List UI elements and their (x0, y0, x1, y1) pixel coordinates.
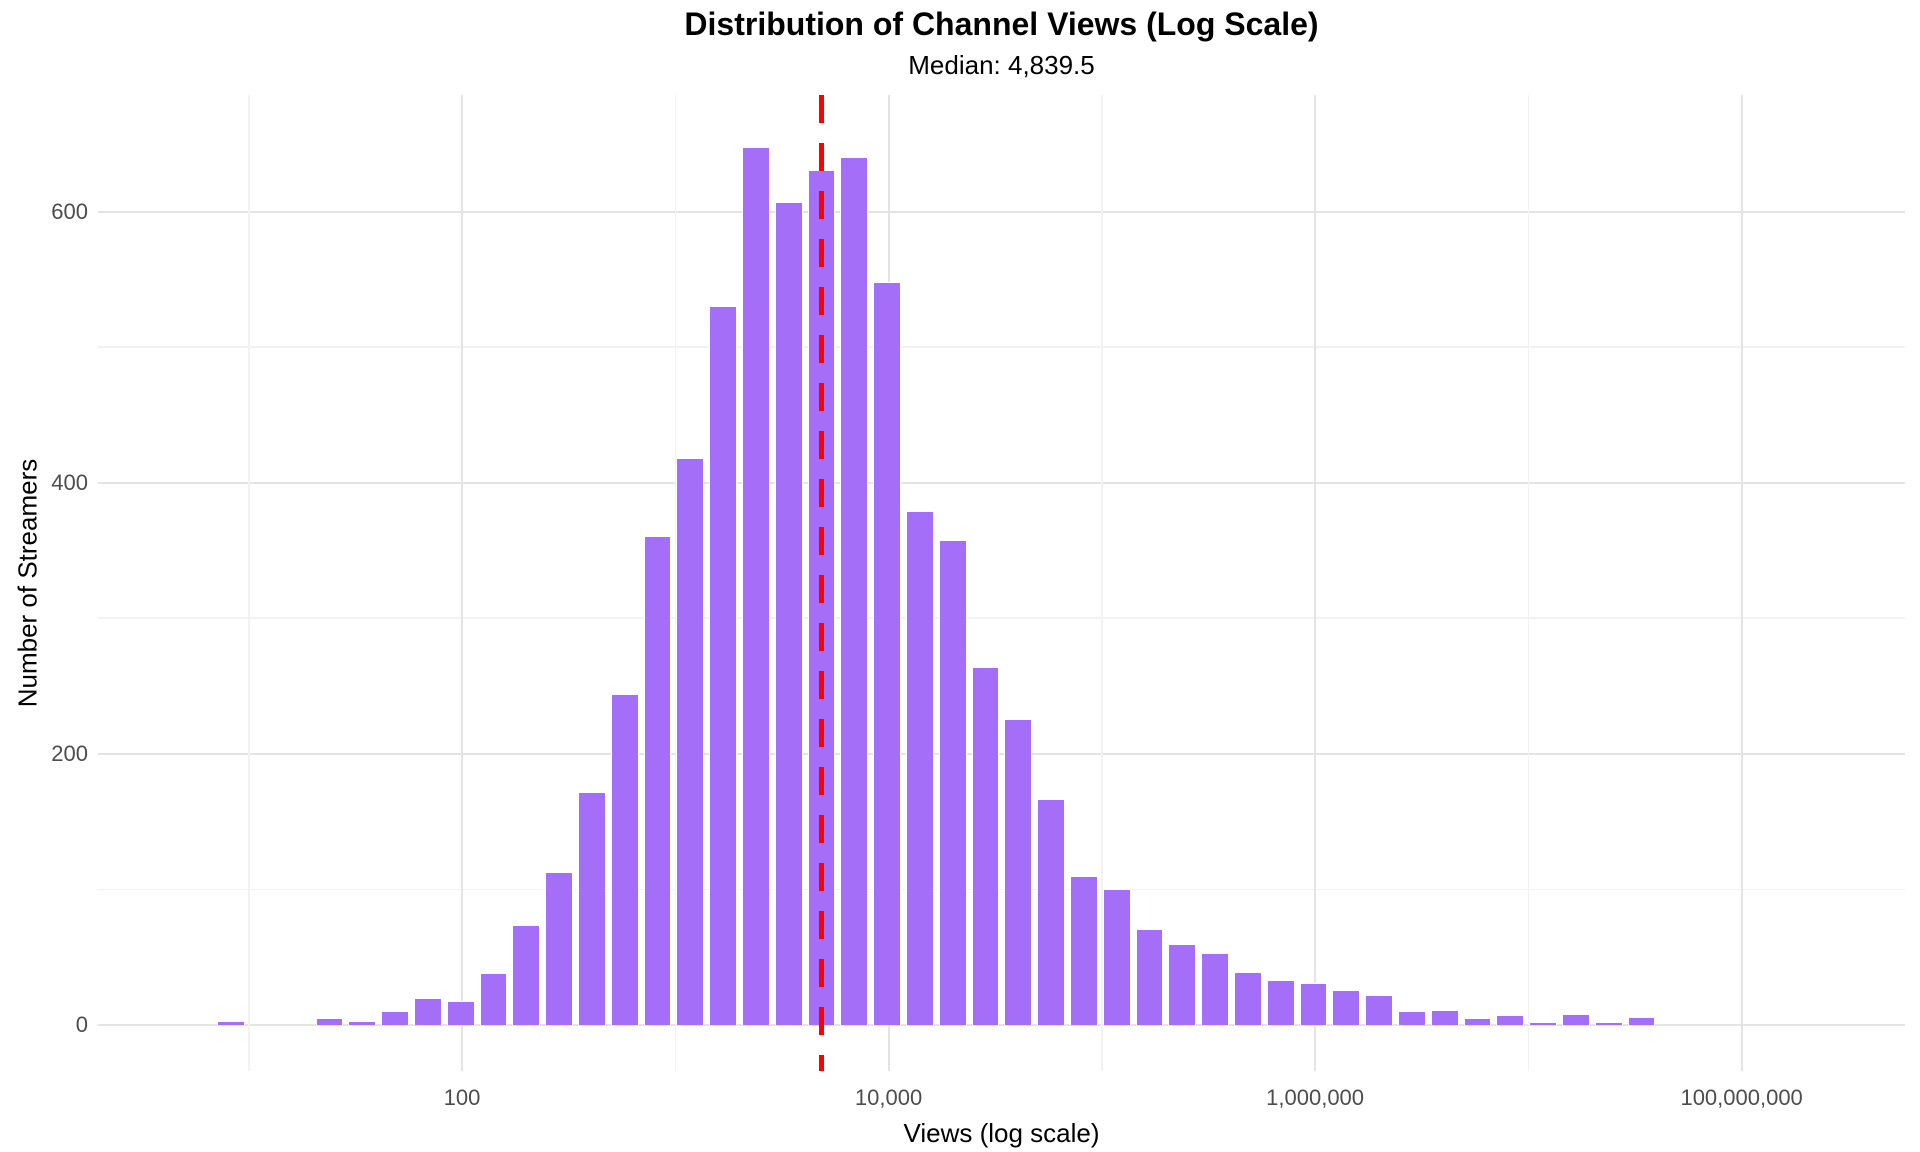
y-axis-tick-label: 600 (51, 198, 88, 224)
histogram-bar (381, 1011, 409, 1025)
histogram-bar (676, 458, 705, 1025)
median-line (818, 95, 824, 1071)
histogram-bar (1102, 889, 1131, 1025)
gridline-vertical-major (1314, 95, 1317, 1071)
histogram-bar (1069, 875, 1098, 1025)
histogram-bar (610, 694, 639, 1025)
histogram-bar (1004, 718, 1033, 1025)
gridline-vertical-major (461, 95, 464, 1071)
histogram-bar (1201, 953, 1229, 1025)
y-axis-title: Number of Streamers (12, 458, 43, 708)
y-axis-tick-label: 200 (51, 740, 88, 766)
histogram-bar (446, 1000, 475, 1025)
histogram-bar (1299, 982, 1328, 1025)
histogram-bar (413, 997, 442, 1025)
histogram-bar (1463, 1018, 1492, 1025)
gridline-horizontal-major (98, 481, 1905, 484)
gridline-horizontal-minor (98, 617, 1905, 619)
histogram-bar (1365, 995, 1393, 1025)
histogram-bar (1561, 1014, 1590, 1025)
histogram-bar (1529, 1022, 1557, 1025)
gridline-horizontal-major (98, 752, 1905, 755)
gridline-horizontal-major (98, 1023, 1905, 1026)
histogram-bar (709, 306, 737, 1025)
x-axis-tick-label: 1,000,000 (1266, 1085, 1365, 1110)
histogram-bar (1496, 1015, 1525, 1025)
histogram-bar (1168, 943, 1197, 1025)
plot-panel (98, 95, 1905, 1071)
gridline-vertical-minor (248, 95, 250, 1071)
histogram-bar (1627, 1016, 1656, 1025)
gridline-vertical-minor (1527, 95, 1530, 1071)
histogram-bar (1594, 1022, 1623, 1025)
histogram-bar (643, 535, 672, 1025)
histogram-bar (348, 1020, 377, 1025)
histogram-bar (315, 1018, 344, 1025)
histogram-bar (938, 539, 967, 1025)
histogram-bar (741, 146, 770, 1025)
x-axis-tick-label: 10,000 (854, 1085, 923, 1110)
x-axis-tick-label: 100,000,000 (1680, 1085, 1803, 1110)
histogram-bar (873, 282, 901, 1025)
gridline-vertical-minor (674, 95, 677, 1071)
histogram-bar (905, 511, 934, 1025)
histogram-bar (577, 791, 606, 1025)
y-axis-tick-label: 400 (51, 469, 88, 495)
x-axis-tick-label: 100 (443, 1085, 481, 1110)
chart-title: Distribution of Channel Views (Log Scale… (684, 6, 1319, 42)
histogram-bar (512, 924, 541, 1025)
gridline-horizontal-minor (98, 888, 1905, 891)
histogram-bar (217, 1020, 245, 1025)
histogram-bar (1332, 989, 1361, 1025)
x-axis-title: Views (log scale) (903, 1118, 1100, 1148)
histogram-bar (1233, 972, 1262, 1025)
histogram-bar (479, 973, 508, 1025)
chart-subtitle: Median: 4,839.5 (908, 50, 1095, 80)
histogram-bar (1135, 928, 1164, 1025)
histogram-bar (1430, 1010, 1459, 1025)
gridline-vertical-minor (1101, 95, 1103, 1071)
histogram-bar (774, 202, 803, 1025)
y-axis-tick-label: 0 (75, 1011, 88, 1037)
gridline-horizontal-major (98, 210, 1905, 213)
histogram-bar (840, 157, 869, 1025)
histogram-bar (1397, 1011, 1426, 1025)
histogram-bar (971, 667, 1000, 1025)
histogram-bar (545, 871, 573, 1025)
gridline-horizontal-minor (98, 346, 1905, 348)
histogram-bar (1037, 798, 1065, 1025)
gridline-vertical-major (1740, 95, 1743, 1071)
histogram-bar (1266, 980, 1295, 1025)
